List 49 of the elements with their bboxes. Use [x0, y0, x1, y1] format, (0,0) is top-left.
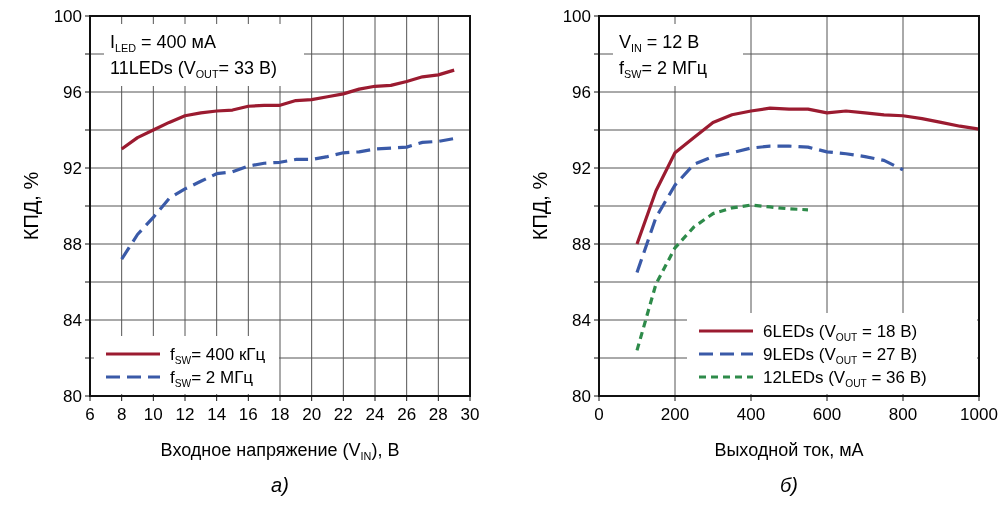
legend-label: 9LEDs (V$_{OUT}$ = 27 В) [763, 344, 918, 366]
legend-label: 12LEDs (V$_{OUT}$ = 36 В) [763, 367, 927, 389]
x-tick-label: 200 [660, 405, 690, 424]
text: б) [780, 474, 798, 496]
legend-label: f$_{SW}$= 400 кГц [170, 344, 266, 366]
line-series [635, 144, 905, 275]
x-axis-title: Выходной ток, мА [714, 440, 864, 460]
x-tick-label: 6 [85, 405, 95, 424]
x-tick-label: 18 [270, 405, 290, 424]
x-tick-label: 20 [302, 405, 322, 424]
x-tick-label: 8 [116, 405, 127, 424]
x-tick-label: 800 [888, 405, 918, 424]
annotation: V$_{IN}$ = 12 В [619, 32, 700, 54]
y-tick-label: 96 [572, 82, 591, 102]
x-tick-label: 600 [812, 405, 842, 424]
y-tick-label: 84 [572, 310, 591, 330]
legend-label: f$_{SW}$= 2 МГц [170, 367, 254, 389]
y-tick-label: 96 [63, 82, 82, 102]
x-tick-label: 26 [397, 405, 417, 424]
y-tick-label: 80 [63, 386, 82, 406]
x-tick-label: 400 [736, 405, 766, 424]
annotation: I$_{LED}$ = 400 мА [110, 32, 216, 54]
y-tick-label: 92 [572, 158, 591, 178]
x-axis-title: Входное напряжение (V$_{IN}$), В [160, 440, 400, 462]
y-axis-title: КПД, % [20, 171, 42, 241]
x-tick-label: 14 [207, 405, 227, 424]
x-tick-label: 12 [175, 405, 195, 424]
y-tick-label: 84 [63, 310, 82, 330]
line-series [120, 136, 456, 261]
annotation: f$_{SW}$= 2 МГц [619, 58, 707, 80]
x-tick-label: 24 [365, 405, 385, 424]
line-series [635, 106, 981, 246]
legend-label: 6LEDs (V$_{OUT}$ = 18 В) [763, 321, 918, 343]
y-axis-title: КПД, % [529, 171, 551, 241]
x-tick-label: 1000 [960, 405, 998, 424]
y-tick-label: 92 [63, 158, 82, 178]
x-tick-label: 10 [143, 405, 163, 424]
y-tick-label: 88 [572, 234, 591, 254]
x-tick-label: 30 [460, 405, 480, 424]
text: а) [271, 474, 289, 496]
y-tick-label: 88 [63, 234, 82, 254]
y-tick-label: 80 [572, 386, 591, 406]
y-tick-label: 100 [53, 6, 82, 26]
x-tick-label: 22 [333, 405, 353, 424]
x-tick-label: 0 [594, 405, 604, 424]
x-tick-label: 16 [238, 405, 258, 424]
x-tick-label: 28 [428, 405, 448, 424]
annotation: 11LEDs (V$_{OUT}$= 33 В) [110, 58, 278, 80]
y-tick-label: 100 [562, 6, 591, 26]
